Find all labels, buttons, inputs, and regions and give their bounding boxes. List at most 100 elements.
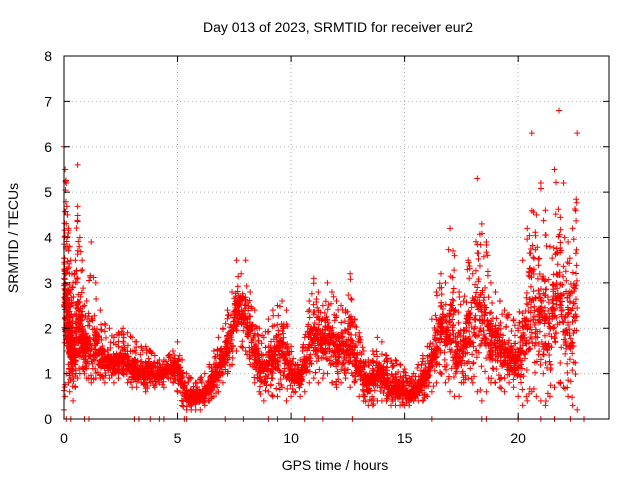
- data-point: [537, 185, 544, 192]
- data-point: [77, 293, 84, 300]
- data-point: [347, 295, 354, 302]
- data-point: [532, 369, 539, 376]
- data-point: [115, 366, 122, 373]
- data-point: [555, 206, 562, 213]
- data-point: [67, 290, 74, 297]
- data-point-peak: [474, 175, 481, 182]
- data-point: [443, 366, 450, 373]
- data-point-low: [288, 393, 295, 400]
- data-point: [72, 328, 79, 335]
- data-point-low: [251, 379, 258, 386]
- data-point: [134, 373, 141, 380]
- data-point: [493, 315, 500, 322]
- data-point: [72, 367, 79, 374]
- data-point-peak: [188, 375, 195, 382]
- data-point: [501, 375, 508, 382]
- data-point: [353, 324, 360, 331]
- data-point: [73, 225, 80, 232]
- data-point-peak: [124, 329, 131, 336]
- data-point-low: [456, 393, 463, 400]
- data-point: [564, 369, 571, 376]
- data-point: [523, 289, 530, 296]
- data-point-peak: [338, 302, 345, 309]
- data-point: [572, 359, 579, 366]
- data-point-low: [120, 370, 127, 377]
- data-point: [176, 364, 183, 371]
- data-point-peak: [101, 320, 108, 327]
- data-point: [562, 350, 569, 357]
- y-tick-label: 5: [44, 184, 52, 200]
- data-point: [75, 238, 82, 245]
- data-point: [98, 327, 105, 334]
- data-point: [553, 280, 560, 287]
- data-point: [85, 353, 92, 360]
- data-point: [116, 355, 123, 362]
- data-point-peak: [120, 325, 127, 332]
- data-point: [535, 287, 542, 294]
- data-point-peak: [192, 379, 199, 386]
- data-point: [120, 352, 127, 359]
- data-point: [554, 261, 561, 268]
- data-point: [170, 368, 177, 375]
- data-point: [61, 384, 68, 391]
- grid-lines: [64, 56, 609, 419]
- data-point: [77, 248, 84, 255]
- data-point: [175, 361, 182, 368]
- data-point: [552, 339, 559, 346]
- data-point-low: [174, 388, 181, 395]
- data-point: [64, 233, 71, 240]
- data-point: [62, 178, 69, 185]
- data-point: [107, 365, 114, 372]
- data-point-low: [442, 379, 449, 386]
- data-point: [170, 357, 177, 364]
- data-point: [68, 327, 75, 334]
- data-point-low: [197, 406, 204, 413]
- data-point: [72, 334, 79, 341]
- data-point: [345, 291, 352, 298]
- data-point-low: [315, 379, 322, 386]
- data-point: [486, 310, 493, 317]
- data-point: [70, 378, 77, 385]
- data-point: [324, 306, 331, 313]
- data-point-peak: [115, 329, 122, 336]
- data-point: [102, 372, 109, 379]
- data-point: [312, 369, 319, 376]
- data-point-peak: [419, 352, 426, 359]
- tick-labels: 0 5 10 15 20 0 1 2 3 4 5 6 7 8: [44, 48, 526, 446]
- data-point: [414, 364, 421, 371]
- data-point-low: [101, 379, 108, 386]
- data-point: [66, 260, 73, 267]
- data-point: [229, 354, 236, 361]
- data-point: [124, 358, 131, 365]
- data-points: [61, 107, 588, 422]
- data-point: [61, 233, 68, 240]
- data-point-low: [356, 393, 363, 400]
- data-point-low: [66, 388, 73, 395]
- data-point: [551, 335, 558, 342]
- data-point: [482, 309, 489, 316]
- data-point: [558, 307, 565, 314]
- data-point: [551, 324, 558, 331]
- data-point: [451, 267, 458, 274]
- data-point-peak: [537, 180, 544, 187]
- data-point: [566, 356, 573, 363]
- data-point: [269, 375, 276, 382]
- data-point: [550, 300, 557, 307]
- data-point: [523, 366, 530, 373]
- data-point: [397, 362, 404, 369]
- data-point-peak: [133, 338, 140, 345]
- data-point-peak: [324, 279, 331, 286]
- data-point-peak: [415, 361, 422, 368]
- data-point: [107, 339, 114, 346]
- data-point: [527, 304, 534, 311]
- data-point: [475, 255, 482, 262]
- data-point: [518, 379, 525, 386]
- data-point-low: [447, 388, 454, 395]
- data-point: [138, 358, 145, 365]
- data-point-peak: [483, 239, 490, 246]
- data-point-peak: [92, 279, 99, 286]
- data-point: [189, 391, 196, 398]
- data-point: [69, 324, 76, 331]
- data-point: [553, 270, 560, 277]
